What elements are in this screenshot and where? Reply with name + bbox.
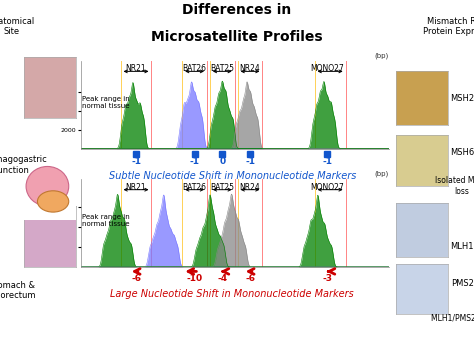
Text: Isolated MSH6
loss: Isolated MSH6 loss	[435, 176, 474, 196]
Text: -1: -1	[190, 157, 200, 166]
Text: Anatomical
Site: Anatomical Site	[0, 17, 36, 36]
Text: -1: -1	[245, 157, 255, 166]
Text: NR21: NR21	[126, 64, 146, 73]
Text: NR24: NR24	[240, 183, 260, 192]
Text: -4: -4	[217, 274, 228, 284]
Text: 0: 0	[219, 157, 225, 166]
Text: -3: -3	[322, 274, 332, 284]
Text: Stomach &
Colorectum: Stomach & Colorectum	[0, 281, 36, 300]
Text: BAT25: BAT25	[210, 64, 234, 73]
Text: -1: -1	[322, 157, 332, 166]
Text: MONO27: MONO27	[310, 64, 344, 73]
Text: NR21: NR21	[126, 183, 146, 192]
Text: BAT26: BAT26	[182, 64, 207, 73]
Text: (bp): (bp)	[374, 53, 389, 59]
Ellipse shape	[37, 191, 69, 212]
Text: (bp): (bp)	[374, 171, 389, 177]
Text: BAT26: BAT26	[182, 183, 207, 192]
Text: MSH2: MSH2	[450, 94, 474, 102]
Text: -1: -1	[131, 157, 141, 166]
Text: Esophagogastric
junction: Esophagogastric junction	[0, 155, 47, 175]
Text: Peak range in
normal tissue: Peak range in normal tissue	[82, 96, 130, 109]
Text: MLH1: MLH1	[450, 242, 474, 251]
Text: PMS2: PMS2	[451, 280, 474, 288]
Text: Subtle Nucleotide Shift in Mononucleotide Markers: Subtle Nucleotide Shift in Mononucleotid…	[109, 171, 356, 181]
Text: -10: -10	[186, 274, 203, 284]
Text: MONO27: MONO27	[310, 183, 344, 192]
Text: -6: -6	[131, 274, 141, 284]
Ellipse shape	[26, 167, 69, 206]
Text: Peak range in
normal tissue: Peak range in normal tissue	[82, 214, 130, 227]
Text: NR24: NR24	[240, 64, 260, 73]
Text: MSH6: MSH6	[450, 148, 474, 156]
Text: Mismatch Repair
Protein Expression: Mismatch Repair Protein Expression	[423, 17, 474, 36]
Text: MLH1/PMS2 loss: MLH1/PMS2 loss	[431, 313, 474, 322]
Text: Large Nucleotide Shift in Mononucleotide Markers: Large Nucleotide Shift in Mononucleotide…	[110, 289, 354, 299]
Text: Microsatellite Profiles: Microsatellite Profiles	[151, 30, 323, 44]
Text: -6: -6	[245, 274, 255, 284]
Text: BAT25: BAT25	[210, 183, 234, 192]
Text: Differences in: Differences in	[182, 3, 292, 17]
